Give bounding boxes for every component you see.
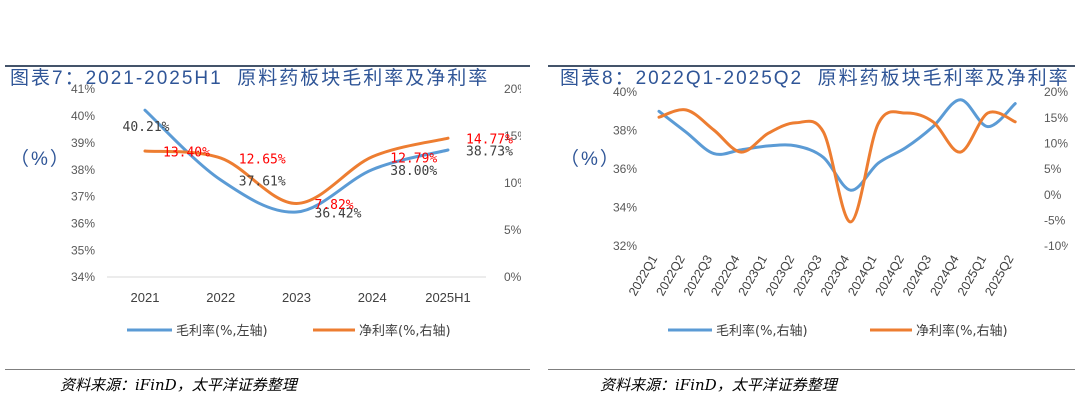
y-left-tick-label: 36%	[71, 216, 95, 230]
y-left-tick-label: 34%	[71, 270, 95, 284]
y-left-tick-label: 36%	[613, 162, 637, 176]
y-left-tick-label: 32%	[613, 239, 637, 253]
net-margin-data-label: 13.40%	[163, 146, 210, 161]
y-left-tick-label: 40%	[613, 85, 637, 99]
y-right-tick-label: 20%	[504, 82, 528, 96]
gross-margin-data-label: 40.21%	[123, 120, 170, 135]
gross-margin-line	[143, 108, 450, 214]
source-note: 资料来源：iFinD，太平洋证券整理	[60, 376, 297, 394]
figure-8-title-line-1: 图表8：2022Q1-2025Q2 原料药板块毛利率及净利率	[560, 68, 1070, 89]
y-right-tick-label: 10%	[1044, 137, 1068, 151]
legend-gross-margin-label: 毛利率(%,左轴)	[176, 323, 268, 339]
y-right-tick-label: 0%	[504, 270, 522, 284]
net-margin-line	[143, 136, 450, 206]
gross-margin-data-label: 38.00%	[390, 164, 437, 179]
plot-area: 34% 35% 36% 37% 38% 39% 40% 41% 0% 5% 10% 15% 20% 202…	[71, 82, 528, 305]
legend-net-margin-label: 净利率(%,右轴)	[359, 323, 451, 339]
source-note: 资料来源：iFinD，太平洋证券整理	[600, 376, 837, 394]
figure-8-chart: 毛利率(%,右轴) 净利率(%,右轴) 32% 34% 36% 38% 40% -10% -…	[613, 85, 1072, 339]
y-right-tick-label: 15%	[1044, 111, 1068, 125]
figure-8-title: 图表8：2022Q1-2025Q2 原料药板块毛利率及净利率 （%）	[560, 11, 1070, 227]
legend: 毛利率(%,右轴) 净利率(%,右轴)	[668, 323, 1008, 339]
x-tick-label: 2024	[358, 290, 387, 305]
source-divider	[5, 369, 530, 370]
net-margin-data-label: 12.79%	[390, 151, 437, 166]
x-tick-label: 2023	[282, 290, 311, 305]
y-right-tick-label: 20%	[1044, 85, 1068, 99]
gross-margin-data-label: 36.42%	[315, 207, 362, 222]
y-left-tick-label: 39%	[71, 136, 95, 150]
x-tick-label: 2022	[206, 290, 235, 305]
y-left-tick-label: 38%	[613, 124, 637, 138]
source-divider	[548, 369, 1075, 370]
net-margin-data-label: 7.82%	[315, 198, 354, 213]
figure-7-chart: 毛利率(%,左轴) 净利率(%,右轴) 34% 35% 36% 37% 38% 39% 40…	[71, 82, 528, 339]
figure-8-panel: 图表8：2022Q1-2025Q2 原料药板块毛利率及净利率 （%） 毛利率(%…	[545, 0, 1080, 403]
y-left-tick-label: 34%	[613, 201, 637, 215]
title-underline	[5, 65, 530, 67]
figure-8-title-line-2: （%）	[560, 149, 621, 170]
net-margin-data-label: 14.77%	[466, 133, 513, 148]
legend: 毛利率(%,左轴) 净利率(%,右轴)	[127, 323, 451, 339]
y-left-tick-label: 40%	[71, 109, 95, 123]
x-tick-label: 2021	[131, 290, 160, 305]
x-tick-label: 2025H1	[425, 290, 471, 305]
y-right-tick-label: 0%	[1044, 188, 1062, 202]
gross-margin-data-label: 38.73%	[466, 145, 513, 160]
y-left-tick-label: 41%	[71, 82, 95, 96]
y-right-tick-label: 10%	[504, 176, 528, 190]
y-right-tick-label: 5%	[1044, 162, 1062, 176]
y-right-tick-label: 5%	[504, 223, 522, 237]
gross-margin-data-label: 37.61%	[239, 175, 286, 190]
figure-7-title: 图表7：2021-2025H1 原料药板块毛利率及净利率 （%）	[10, 11, 489, 227]
legend-gross-margin-label: 毛利率(%,右轴)	[716, 323, 808, 339]
figure-7-panel: 图表7：2021-2025H1 原料药板块毛利率及净利率 （%） 毛利率(%,左…	[0, 0, 535, 403]
net-margin-data-label: 12.65%	[239, 153, 286, 168]
y-left-tick-label: 37%	[71, 190, 95, 204]
plot-area: 32%34%36%38%40%-10%-5%0%5%10%15%20%2022Q…	[613, 85, 1072, 298]
y-right-tick-label: -5%	[1044, 214, 1066, 228]
y-right-tick-label: -10%	[1044, 239, 1072, 253]
figure-7-title-line-2: （%）	[10, 149, 71, 170]
net-margin-line	[657, 108, 1017, 224]
legend-net-margin-label: 净利率(%,右轴)	[916, 323, 1008, 339]
figure-7-title-line-1: 图表7：2021-2025H1 原料药板块毛利率及净利率	[10, 68, 490, 89]
gross-margin-line	[657, 98, 1017, 192]
y-right-tick-label: 15%	[504, 129, 528, 143]
title-underline	[548, 65, 1075, 67]
y-left-tick-label: 35%	[71, 243, 95, 257]
y-left-tick-label: 38%	[71, 163, 95, 177]
